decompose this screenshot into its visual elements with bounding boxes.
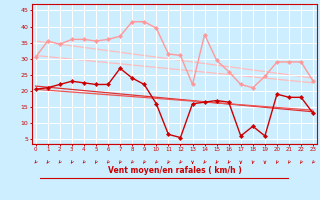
X-axis label: Vent moyen/en rafales ( km/h ): Vent moyen/en rafales ( km/h ) <box>108 166 241 175</box>
